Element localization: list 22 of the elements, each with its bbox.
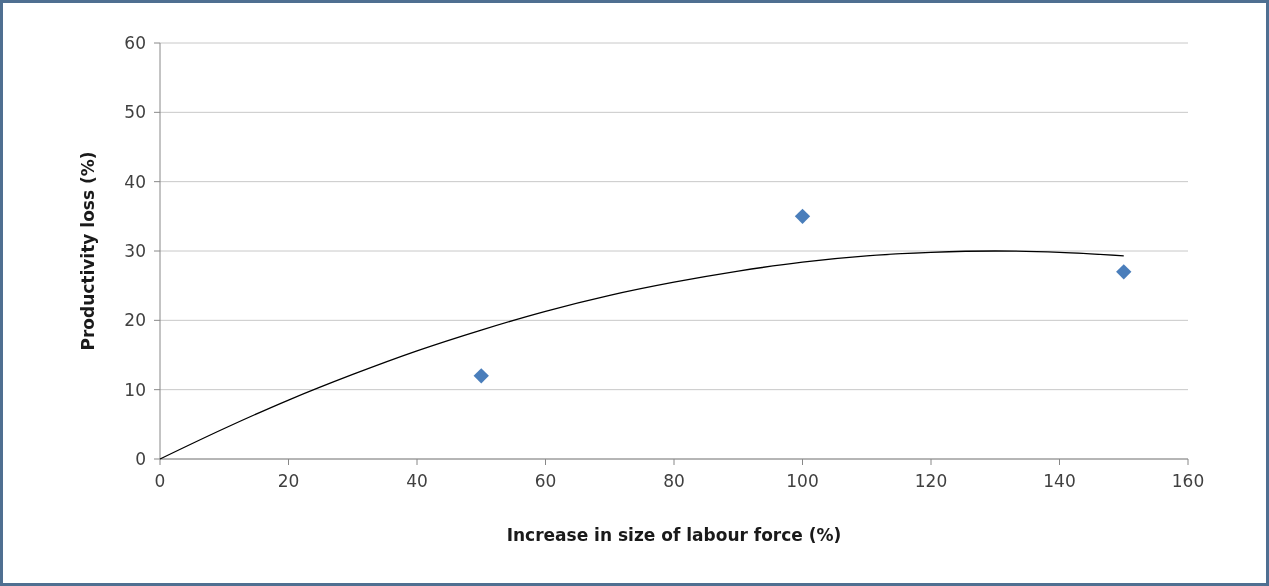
x-tick-label: 0 (154, 471, 166, 491)
y-axis-title: Productivity loss (%) (78, 151, 98, 351)
x-tick-label: 160 (1171, 471, 1205, 491)
y-tick-label: 60 (124, 32, 146, 53)
x-tick-label: 140 (1043, 471, 1076, 491)
y-tick-label: 50 (124, 102, 146, 123)
point (1116, 264, 1132, 280)
line-series (159, 250, 1125, 460)
x-tick-label: 60 (534, 471, 557, 491)
x-tick-label: 20 (277, 471, 300, 491)
point (473, 368, 489, 384)
y-tick-label: 0 (135, 448, 146, 469)
x-tick-label: 80 (663, 471, 685, 491)
x-axis-title: Increase in size of labour force (%) (506, 525, 842, 545)
y-tick-label: 20 (124, 310, 146, 331)
y-tick-label: 10 (124, 379, 146, 400)
y-tick-label: 30 (124, 240, 146, 261)
x-tick-label: 100 (786, 471, 819, 491)
x-tick-label: 120 (914, 471, 948, 491)
y-tick-label: 40 (124, 171, 146, 192)
x-tick-label: 40 (406, 471, 428, 491)
point (794, 208, 811, 224)
